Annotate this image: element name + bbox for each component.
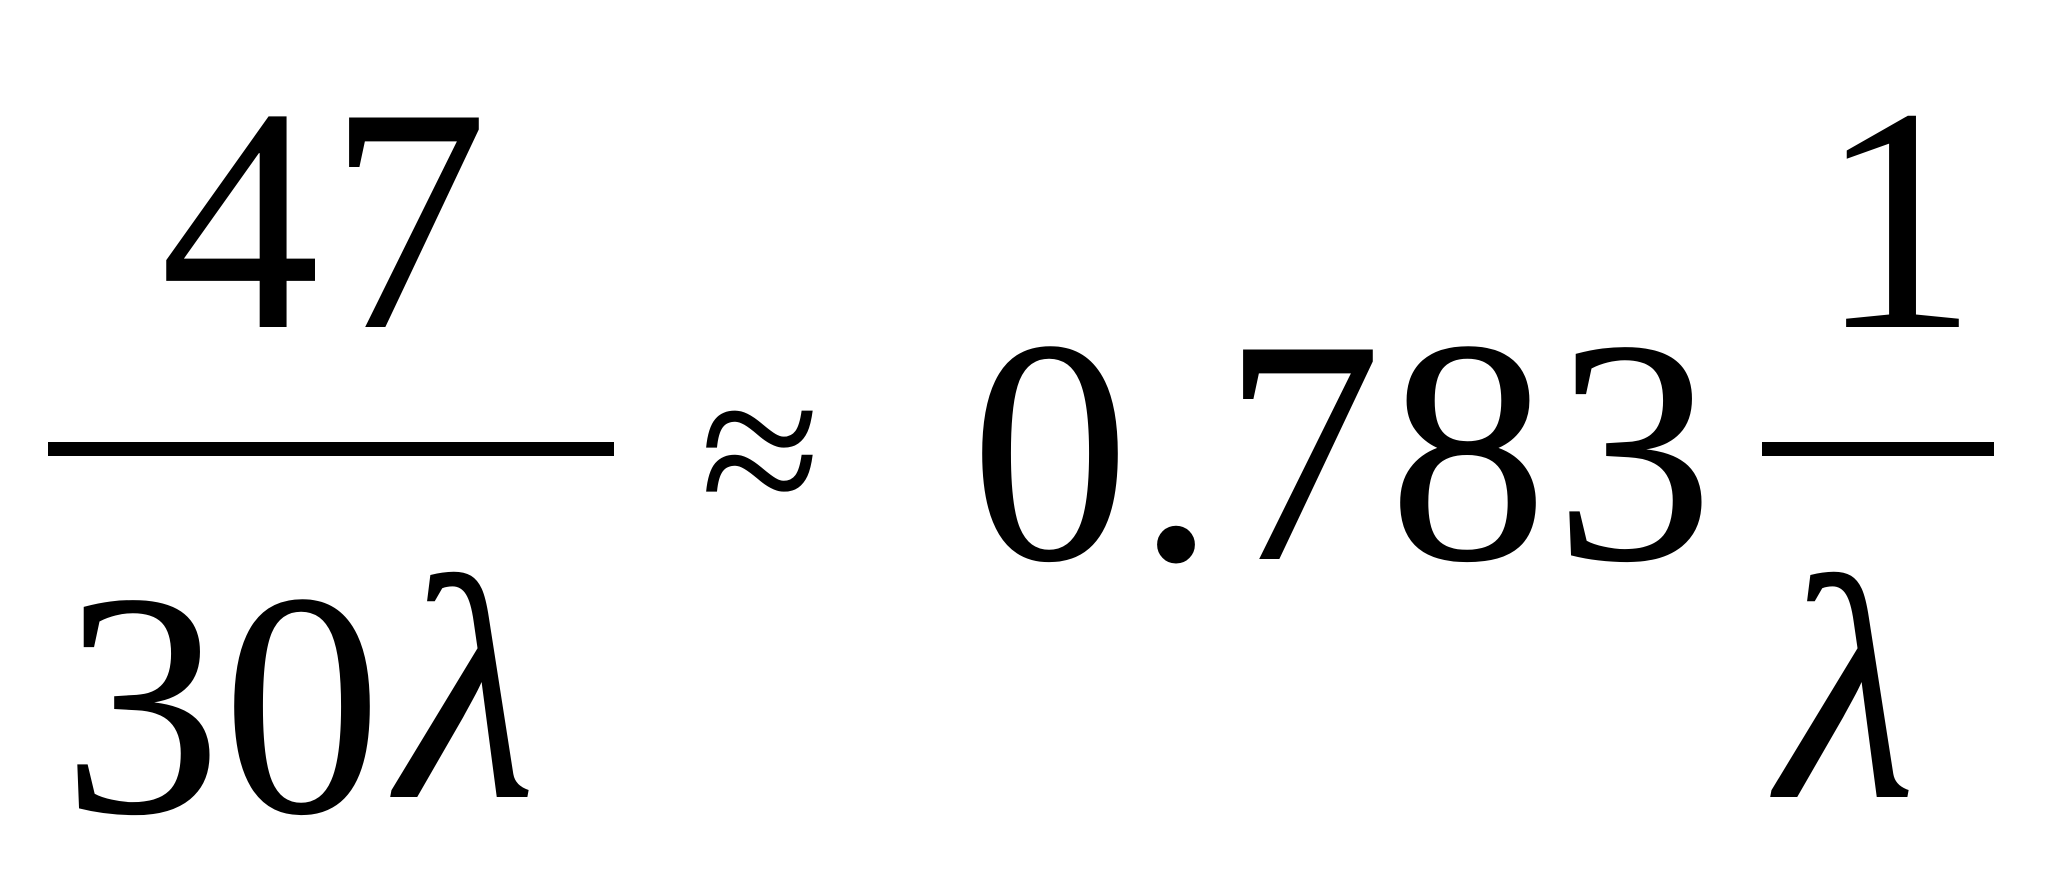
right-fraction-bar: [1762, 442, 1994, 456]
right-fraction-denominator-lambda: λ: [1778, 513, 1917, 867]
left-fraction-numerator: 47: [160, 43, 496, 397]
approximately-equal-sign: ≈: [700, 328, 821, 572]
left-fraction-bar: [48, 442, 614, 456]
right-fraction-numerator: 1: [1818, 43, 1978, 397]
left-fraction-denominator-digits: 30: [62, 528, 382, 882]
left-fraction-denominator-lambda: λ: [398, 513, 537, 867]
decimal-value: 0.783: [970, 275, 1720, 629]
